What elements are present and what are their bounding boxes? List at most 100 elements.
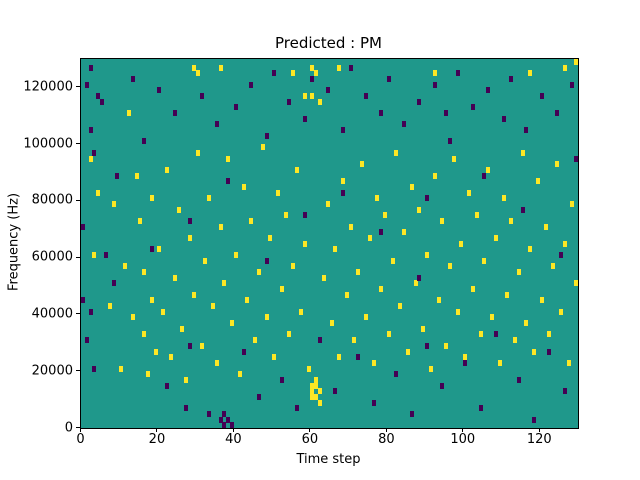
heatmap-cell: [295, 405, 300, 412]
heatmap-cell: [402, 229, 407, 236]
heatmap-cell: [318, 337, 323, 344]
heatmap-cell: [344, 291, 349, 298]
y-tick-label: 80000: [31, 192, 73, 208]
heatmap-cell: [130, 314, 135, 321]
heatmap-cell: [92, 149, 97, 156]
heatmap-cell: [417, 274, 422, 281]
heatmap-cell: [302, 212, 307, 219]
heatmap-cell: [195, 149, 200, 156]
heatmap-cell: [386, 76, 391, 83]
heatmap-cell: [165, 382, 170, 389]
heatmap-cell: [363, 93, 368, 100]
heatmap-cell: [463, 354, 468, 361]
heatmap-cell: [168, 354, 173, 361]
heatmap-cell: [314, 382, 319, 389]
y-tick-mark: [76, 143, 80, 145]
y-tick-mark: [76, 370, 80, 372]
heatmap-cell: [283, 212, 288, 219]
heatmap-cell: [96, 93, 101, 100]
heatmap-cell: [191, 291, 196, 298]
heatmap-cell: [367, 234, 372, 241]
heatmap-cell: [532, 348, 537, 355]
heatmap-cell: [310, 393, 315, 400]
heatmap-cell: [455, 308, 460, 315]
heatmap-cell: [379, 110, 384, 117]
y-tick-label: 20000: [31, 363, 73, 379]
heatmap-cell: [245, 297, 250, 304]
x-tick-mark: [156, 428, 158, 432]
heatmap-cell: [310, 382, 315, 389]
y-tick-label: 60000: [31, 249, 73, 265]
heatmap-cell: [157, 246, 162, 253]
heatmap-cell: [432, 70, 437, 77]
heatmap-cell: [432, 81, 437, 88]
heatmap-cell: [161, 308, 166, 315]
heatmap-cell: [551, 263, 556, 270]
heatmap-cell: [184, 376, 189, 383]
heatmap-cell: [432, 172, 437, 179]
heatmap-cell: [440, 217, 445, 224]
heatmap-cell: [310, 64, 315, 71]
heatmap-cell: [543, 223, 548, 230]
heatmap-cell: [157, 87, 162, 94]
heatmap-cell: [310, 76, 315, 83]
heatmap-cell: [325, 87, 330, 94]
x-tick-label: 120: [526, 432, 552, 447]
heatmap-cell: [222, 280, 227, 287]
heatmap-cell: [195, 70, 200, 77]
heatmap-cell: [188, 217, 193, 224]
heatmap-cell: [253, 337, 258, 344]
heatmap-cell: [176, 206, 181, 213]
heatmap-cell: [532, 416, 537, 423]
heatmap-cell: [425, 342, 430, 349]
heatmap-cell: [486, 87, 491, 94]
x-tick-mark: [538, 428, 540, 432]
heatmap-cell: [149, 246, 154, 253]
heatmap-cell: [123, 263, 128, 270]
heatmap-cell: [314, 393, 319, 400]
heatmap-cell: [509, 76, 514, 83]
heatmap-cell: [520, 149, 525, 156]
heatmap-cell: [199, 342, 204, 349]
heatmap-cell: [375, 195, 380, 202]
heatmap-cell: [298, 308, 303, 315]
heatmap-cell: [279, 286, 284, 293]
y-tick-label: 40000: [31, 306, 73, 322]
heatmap-cell: [570, 81, 575, 88]
heatmap-cell: [214, 121, 219, 128]
heatmap-cell: [482, 172, 487, 179]
heatmap-cell: [486, 166, 491, 173]
heatmap-cell: [348, 223, 353, 230]
heatmap-cell: [306, 365, 311, 372]
x-tick-mark: [462, 428, 464, 432]
heatmap-cell: [528, 70, 533, 77]
heatmap-cell: [459, 240, 464, 247]
x-tick-label: 20: [148, 432, 166, 447]
heatmap-cell: [88, 127, 93, 134]
heatmap-cell: [325, 200, 330, 207]
heatmap-cell: [474, 212, 479, 219]
heatmap-cell: [191, 64, 196, 71]
heatmap-cell: [562, 240, 567, 247]
heatmap-cell: [96, 189, 101, 196]
heatmap-cell: [379, 286, 384, 293]
heatmap-cell: [287, 98, 292, 105]
heatmap-cell: [184, 405, 189, 412]
heatmap-cell: [505, 291, 510, 298]
heatmap-cell: [337, 64, 342, 71]
y-tick-label: 0: [64, 420, 73, 435]
heatmap-cell: [142, 269, 147, 276]
heatmap-cell: [287, 331, 292, 338]
heatmap-cell: [348, 64, 353, 71]
plot-area: [80, 58, 579, 429]
heatmap-cell: [302, 115, 307, 122]
heatmap-cell: [115, 172, 120, 179]
y-tick-mark: [76, 427, 80, 428]
x-tick-label: 100: [450, 432, 476, 447]
heatmap-cell: [371, 359, 376, 366]
heatmap-cell: [260, 144, 265, 151]
heatmap-cell: [256, 269, 261, 276]
heatmap-cell: [516, 376, 521, 383]
chart-title: Predicted : PM: [275, 34, 382, 52]
y-tick-mark: [76, 199, 80, 201]
